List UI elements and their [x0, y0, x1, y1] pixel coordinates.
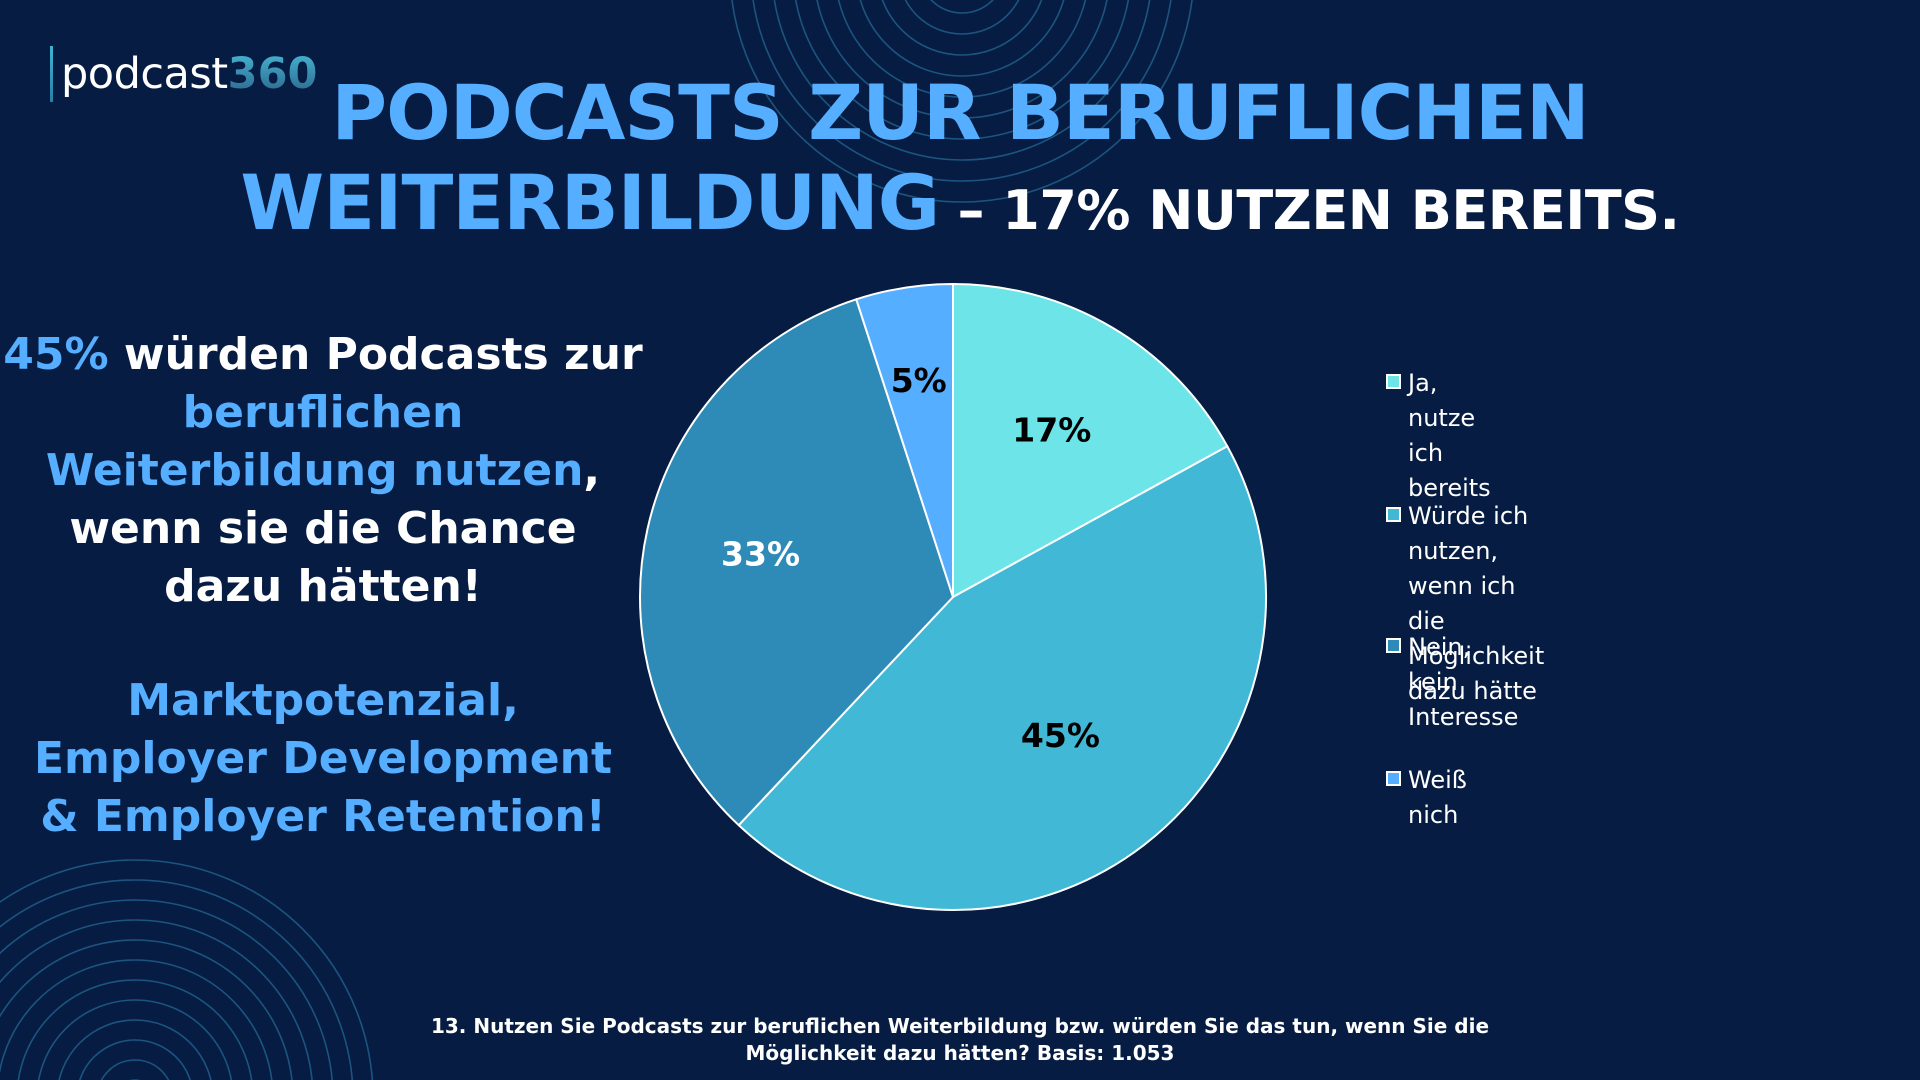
background-ring	[0, 859, 374, 1080]
background-ring	[837, 0, 1087, 98]
background-ring	[794, 0, 1130, 140]
pie-slice-label: 45%	[1021, 716, 1100, 755]
background-ring	[100, 1059, 170, 1080]
key-finding-text-part: ,	[583, 445, 601, 496]
title-suffix: – 17% NUTZEN BEREITS.	[939, 179, 1680, 242]
legend-swatch	[1386, 638, 1401, 653]
legend-swatch	[1386, 374, 1401, 389]
background-ring	[930, 0, 994, 14]
background-ring	[37, 999, 233, 1080]
key-finding-text-part: würden Podcasts zur	[108, 329, 643, 380]
background-ring	[773, 0, 1151, 161]
background-ring	[0, 879, 354, 1080]
legend-label: Ja, nutze ich bereits	[1408, 369, 1491, 502]
legend-item-nein: Nein, kein Interesse	[1386, 630, 1518, 735]
background-ring	[816, 0, 1108, 119]
title-highlight: WEITERBILDUNG	[240, 158, 940, 247]
pie-slice-label: 17%	[1012, 410, 1091, 449]
legend-swatch	[1386, 507, 1401, 522]
pie-slice-label: 5%	[891, 361, 947, 400]
highlight-percent: 45%	[3, 329, 109, 380]
key-finding-highlight: Weiterbildung nutzen	[45, 445, 584, 496]
legend-item-weiss: Weiß nich	[1386, 763, 1467, 833]
background-ring	[752, 0, 1172, 182]
legend-swatch	[1386, 771, 1401, 786]
background-ring	[904, 0, 1020, 35]
background-ring	[731, 0, 1193, 203]
background-ring	[0, 939, 293, 1080]
pie-slice	[737, 444, 1267, 911]
pie-slice-label: 33%	[721, 534, 800, 573]
legend-label: Würde ich nutzen, wenn ich die Möglichke…	[1408, 502, 1545, 705]
logo-text: podcast	[61, 49, 228, 99]
background-ring	[0, 959, 273, 1080]
market-potential-line: Marktpotenzial,	[127, 675, 519, 726]
background-ring	[79, 1039, 191, 1080]
key-finding-line: beruflichen	[182, 387, 464, 438]
pie-chart: 17% 45% 33% 5%	[639, 282, 1267, 911]
legend-item-wuerde: Würde ich nutzen, wenn ich die Möglichke…	[1386, 499, 1544, 709]
pie-slice	[952, 282, 1229, 599]
pie-slices	[639, 282, 1267, 911]
market-potential-line: & Employer Retention!	[40, 791, 606, 842]
legend-label: Weiß nich	[1408, 766, 1467, 829]
market-potential-line: Employer Development	[34, 733, 612, 784]
legend-label: Nein, kein Interesse	[1408, 633, 1519, 731]
concentric-rings-bottom	[0, 859, 374, 1080]
key-finding-line: dazu hätten!	[164, 561, 482, 612]
background-ring	[881, 0, 1043, 56]
concentric-rings-top	[731, 0, 1193, 203]
background-ring	[0, 919, 313, 1080]
pie-slice	[639, 298, 955, 827]
logo-number: 360	[227, 49, 318, 99]
page-title-line2: WEITERBILDUNG – 17% NUTZEN BEREITS.	[0, 158, 1920, 247]
market-potential-text: Marktpotenzial, Employer Development & E…	[0, 672, 646, 846]
background-ring	[58, 1019, 212, 1080]
survey-question-footnote: 13. Nutzen Sie Podcasts zur beruflichen …	[430, 1014, 1490, 1065]
podcast360-logo: podcast 360	[50, 44, 317, 104]
key-finding-line: Weiterbildung nutzen,	[0, 442, 646, 500]
page-title-line1: PODCASTS ZUR BERUFLICHEN	[331, 68, 1589, 157]
background-ring	[0, 899, 333, 1080]
legend-item-ja: Ja, nutze ich bereits	[1386, 366, 1491, 506]
key-finding-line: 45% würden Podcasts zur	[0, 326, 646, 384]
pie-labels: 17% 45% 33% 5%	[721, 361, 1100, 755]
background-ring	[859, 0, 1065, 77]
key-finding-text: 45% würden Podcasts zur beruflichen Weit…	[0, 326, 646, 616]
logo-bar	[50, 46, 53, 102]
pie-slice	[855, 282, 954, 598]
background-ring	[17, 979, 253, 1080]
key-finding-line: wenn sie die Chance	[69, 503, 577, 554]
